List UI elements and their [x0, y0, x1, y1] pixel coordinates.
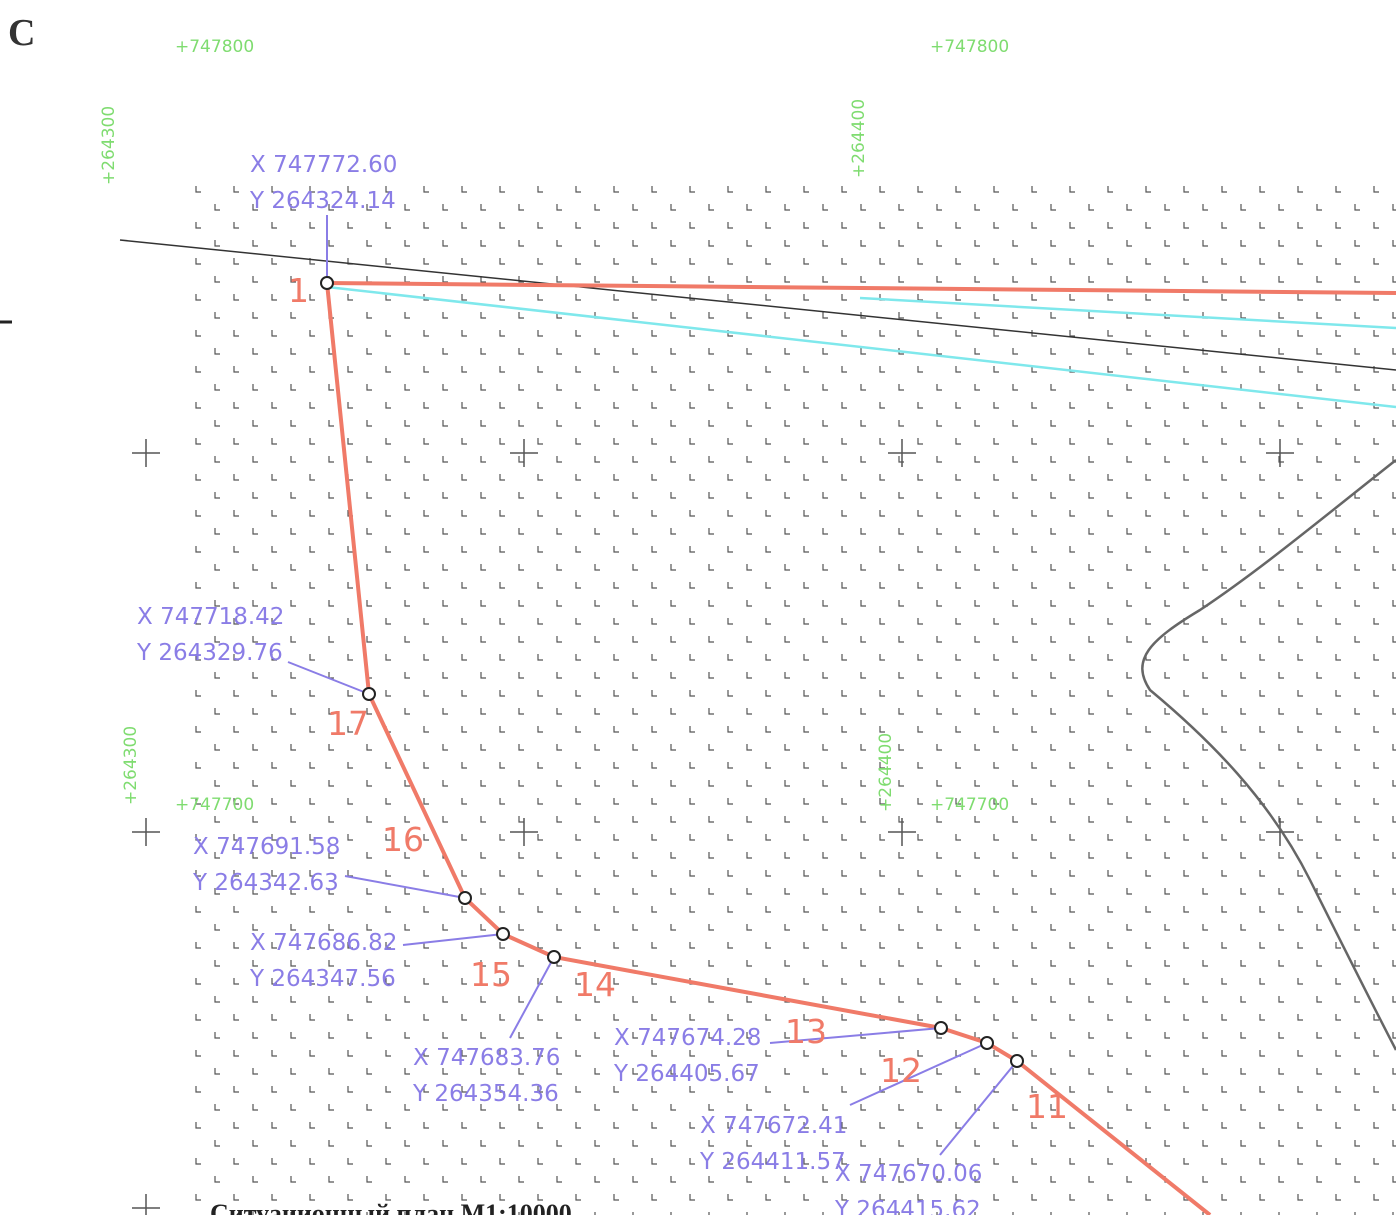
utility-line [326, 285, 1396, 409]
boundary-point [362, 687, 376, 701]
swamp-hatch [190, 185, 1396, 1215]
grid-label: +264300 [121, 726, 141, 805]
coord-y: Y 264415.62 [834, 1197, 981, 1215]
leader-line [769, 1027, 942, 1044]
coord-x: X 747772.60 [250, 152, 397, 178]
leader-line [287, 661, 370, 695]
coord-y: Y 264354.36 [412, 1081, 559, 1107]
utility-line [859, 296, 1396, 330]
point-number: 14 [574, 965, 616, 1004]
boundary-point [934, 1021, 948, 1035]
coord-x: X 747672.41 [700, 1113, 847, 1139]
boundary [324, 280, 1396, 1215]
coord-x: X 747670.06 [835, 1161, 982, 1187]
point-number: 13 [785, 1012, 827, 1051]
coord-y: Y 264342.63 [192, 870, 339, 896]
map-title: С [8, 12, 35, 54]
leader-line [344, 875, 466, 899]
boundary-point [320, 276, 334, 290]
leader-line [939, 1060, 1018, 1156]
coord-y: Y 264411.57 [699, 1149, 846, 1175]
grid-label: +747700 [175, 795, 254, 815]
point-number: 16 [382, 820, 424, 859]
point-number: 17 [327, 704, 369, 743]
point-number: 15 [470, 955, 512, 994]
point-number: 1 [288, 271, 309, 310]
boundary-point [547, 950, 561, 964]
leader-line [849, 1042, 988, 1106]
grid-label: +264400 [849, 99, 869, 178]
coord-y: Y 264329.76 [136, 640, 283, 666]
coord-y: Y 264324.14 [249, 188, 396, 214]
boundary-point [980, 1036, 994, 1050]
grid-label: +264300 [99, 106, 119, 185]
coord-y: Y 264347.56 [249, 966, 396, 992]
point-number: 11 [1026, 1087, 1068, 1126]
coord-y: Y 264405.67 [613, 1061, 760, 1087]
coord-x: X 747691.58 [193, 834, 340, 860]
grid-label: +747700 [930, 795, 1009, 815]
road-line [119, 239, 1396, 371]
grid-label: +747800 [930, 37, 1009, 57]
caption: Ситуационный план М1:10000 [210, 1199, 572, 1215]
grid-label: +747800 [175, 37, 254, 57]
leader-line [402, 933, 504, 946]
coord-x: X 747686.82 [250, 930, 397, 956]
coord-x: X 747674.28 [614, 1025, 761, 1051]
point-number: 12 [880, 1051, 922, 1090]
boundary-point [496, 927, 510, 941]
grid-crosses [132, 439, 1294, 1215]
coord-x: X 747718.42 [137, 604, 284, 630]
coord-x: X 747683.76 [413, 1045, 560, 1071]
leader-line [509, 956, 555, 1039]
boundary-point [1010, 1054, 1024, 1068]
boundary-point [458, 891, 472, 905]
grid-label: +264400 [876, 733, 896, 812]
river-edge [1141, 459, 1396, 1051]
